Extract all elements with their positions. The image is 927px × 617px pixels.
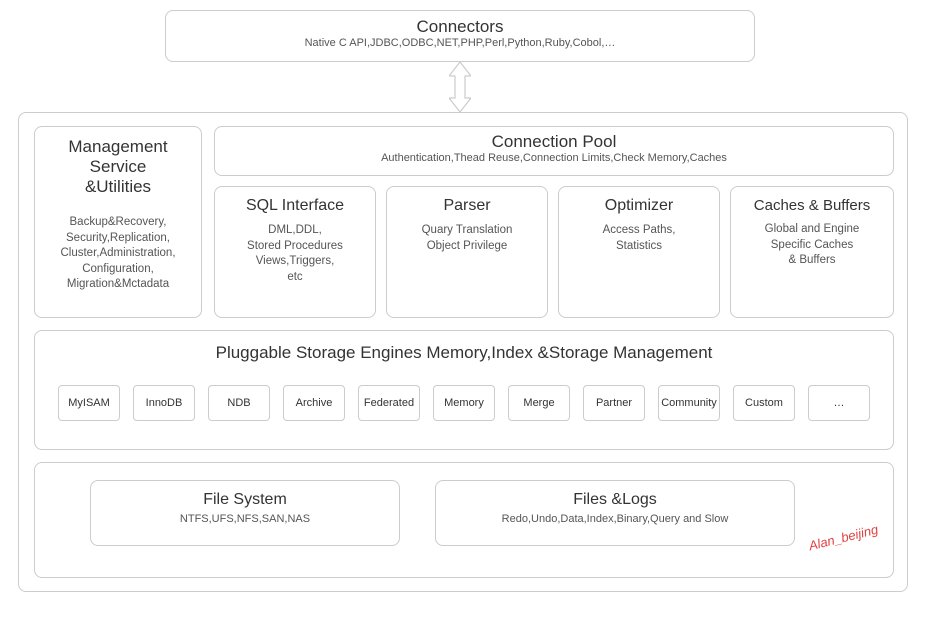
storage-engines-title: Pluggable Storage Engines Memory,Index &… <box>35 343 893 363</box>
engine-item: NDB <box>208 385 270 421</box>
engine-item: Federated <box>358 385 420 421</box>
sql-interface-body: DML,DDL, Stored Procedures Views,Trigger… <box>221 223 369 285</box>
connection-pool-title: Connection Pool <box>215 132 893 152</box>
engine-item: Community <box>658 385 720 421</box>
files-logs-box: Files &Logs Redo,Undo,Data,Index,Binary,… <box>435 480 795 546</box>
engine-item: Custom <box>733 385 795 421</box>
management-body: Backup&Recovery, Security,Replication, C… <box>43 215 193 293</box>
engine-item: Merge <box>508 385 570 421</box>
files-logs-title: Files &Logs <box>436 491 794 509</box>
management-title-3: &Utilities <box>43 177 193 197</box>
sql-interface-title: SQL Interface <box>221 197 369 215</box>
file-system-subtitle: NTFS,UFS,NFS,SAN,NAS <box>91 513 399 525</box>
sql-interface-box: SQL Interface DML,DDL, Stored Procedures… <box>214 186 376 318</box>
optimizer-box: Optimizer Access Paths, Statistics <box>558 186 720 318</box>
engine-item: … <box>808 385 870 421</box>
file-system-box: File System NTFS,UFS,NFS,SAN,NAS <box>90 480 400 546</box>
engine-item: Archive <box>283 385 345 421</box>
storage-engines-box: Pluggable Storage Engines Memory,Index &… <box>34 330 894 450</box>
parser-box: Parser Quary Translation Object Privileg… <box>386 186 548 318</box>
bidirectional-arrow-icon <box>449 62 471 112</box>
connectors-subtitle: Native C API,JDBC,ODBC,NET,PHP,Perl,Pyth… <box>166 37 754 49</box>
parser-body: Quary Translation Object Privilege <box>393 223 541 254</box>
engine-item: Memory <box>433 385 495 421</box>
caches-title: Caches & Buffers <box>737 197 887 214</box>
storage-engines-row: MyISAM InnoDB NDB Archive Federated Memo… <box>35 385 893 421</box>
engine-item: InnoDB <box>133 385 195 421</box>
engine-item: Partner <box>583 385 645 421</box>
management-title-1: Management <box>43 137 193 157</box>
parser-title: Parser <box>393 197 541 215</box>
file-system-title: File System <box>91 491 399 509</box>
connection-pool-box: Connection Pool Authentication,Thead Reu… <box>214 126 894 176</box>
engine-item: MyISAM <box>58 385 120 421</box>
caches-box: Caches & Buffers Global and Engine Speci… <box>730 186 894 318</box>
connection-pool-subtitle: Authentication,Thead Reuse,Connection Li… <box>215 152 893 164</box>
connectors-title: Connectors <box>166 17 754 37</box>
optimizer-body: Access Paths, Statistics <box>565 223 713 254</box>
caches-body: Global and Engine Specific Caches & Buff… <box>737 222 887 269</box>
files-logs-subtitle: Redo,Undo,Data,Index,Binary,Query and Sl… <box>436 513 794 525</box>
optimizer-title: Optimizer <box>565 197 713 215</box>
management-box: Management Service &Utilities Backup&Rec… <box>34 126 202 318</box>
connectors-box: Connectors Native C API,JDBC,ODBC,NET,PH… <box>165 10 755 62</box>
management-title-2: Service <box>43 157 193 177</box>
